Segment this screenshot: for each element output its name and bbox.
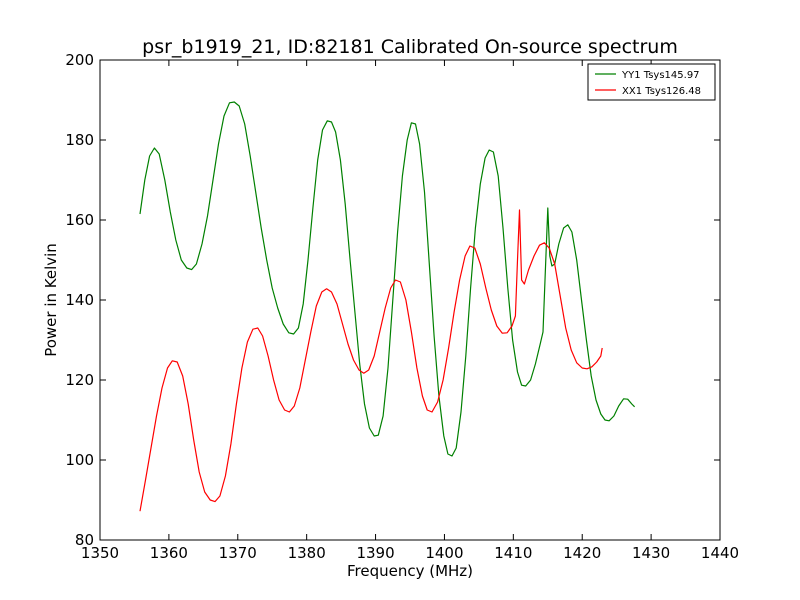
y-tick-label-4: 160 xyxy=(65,211,94,229)
y-axis-label: Power in Kelvin xyxy=(42,243,60,357)
legend-label-yy1: YY1 Tsys145.97 xyxy=(621,70,700,81)
x-axis-label: Frequency (MHz) xyxy=(347,562,473,580)
y-tick-label-2: 120 xyxy=(65,371,94,389)
x-tick-label-0: 1350 xyxy=(81,544,119,562)
x-axis-ticks: 1350 1360 1370 1380 1390 1400 1410 1420 1430 1440 xyxy=(81,60,739,562)
plot-frame xyxy=(99,59,721,541)
series-line-0 xyxy=(139,101,636,457)
x-tick-label-9: 1440 xyxy=(701,544,739,562)
y-tick-label-1: 100 xyxy=(65,451,94,469)
legend-label-xx1: XX1 Tsys126.48 xyxy=(622,86,701,97)
plot-area: 1350 1360 1370 1380 1390 1400 1410 1420 1430 1440… xyxy=(65,51,739,562)
x-tick-label-6: 1410 xyxy=(494,544,532,562)
chart-title: psr_b1919_21, ID:82181 Calibrated On-sou… xyxy=(142,36,678,58)
y-tick-label-5: 180 xyxy=(65,131,94,149)
series-line-1 xyxy=(139,209,603,512)
series-layer xyxy=(139,101,636,512)
x-tick-label-2: 1370 xyxy=(219,544,257,562)
x-tick-label-4: 1390 xyxy=(356,544,394,562)
x-tick-label-1: 1360 xyxy=(150,544,188,562)
legend: YY1 Tsys145.97 XX1 Tsys126.48 xyxy=(587,63,716,101)
y-tick-label-3: 140 xyxy=(65,291,94,309)
y-tick-label-6: 200 xyxy=(65,51,94,69)
x-tick-label-7: 1420 xyxy=(563,544,601,562)
y-tick-label-0: 80 xyxy=(75,531,94,549)
x-tick-label-8: 1430 xyxy=(632,544,670,562)
x-tick-label-3: 1380 xyxy=(288,544,326,562)
y-axis-ticks: 80 100 120 140 160 180 200 xyxy=(65,51,720,549)
legend-box xyxy=(587,63,716,101)
x-tick-label-5: 1400 xyxy=(425,544,463,562)
